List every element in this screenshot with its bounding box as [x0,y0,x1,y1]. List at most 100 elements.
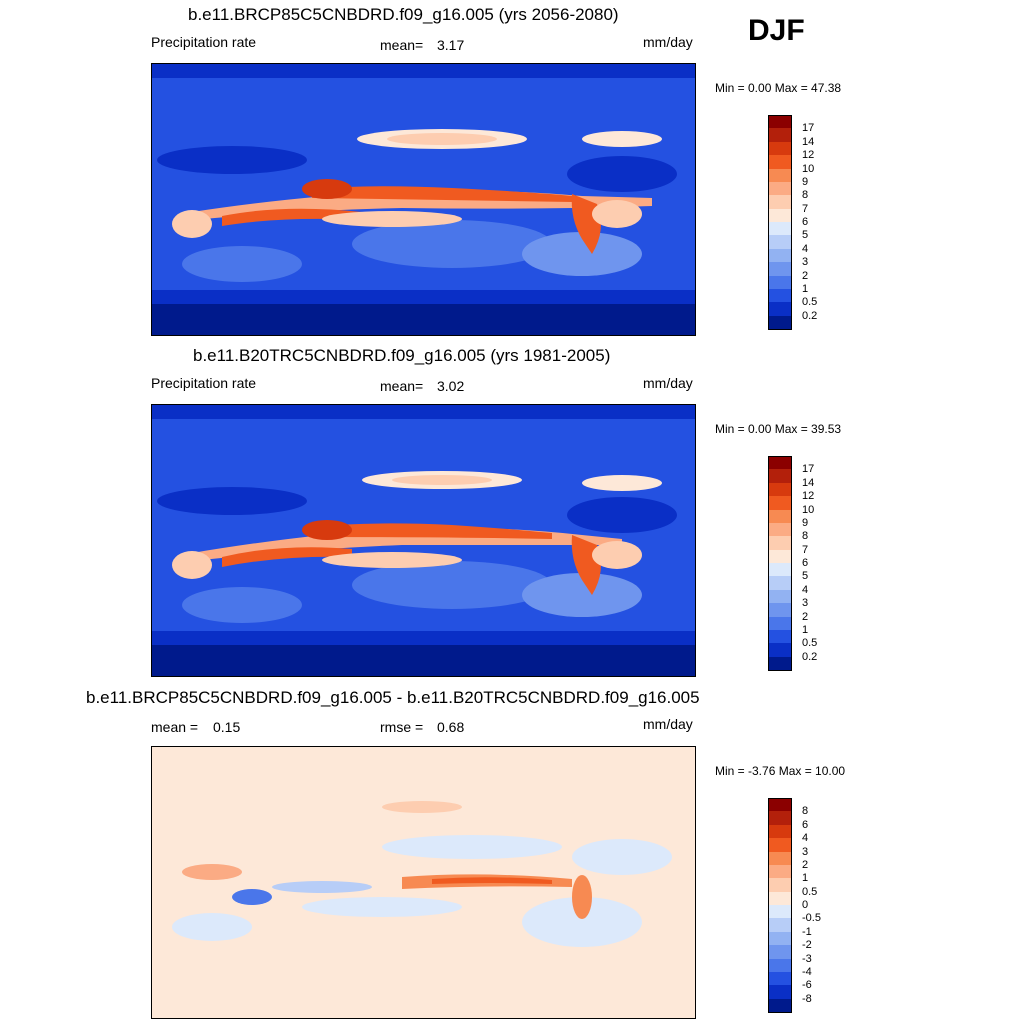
colorbar-label: 5 [802,570,809,583]
colorbar-label: 7 [802,543,809,556]
colorbar-box [768,656,792,671]
colorbar-box [768,469,792,483]
colorbar-label: -1 [802,925,812,938]
colorbar-box [768,288,792,303]
colorbar-label: 7 [802,202,809,215]
colorbar-label: 0.2 [802,309,818,322]
season-label: DJF [748,14,805,47]
colorbar-label: 2 [802,269,809,282]
colorbar-box [768,931,792,946]
colorbar-box [768,985,792,999]
colorbar-label: 12 [802,490,815,503]
panel1-minmax: Min = 0.00 Max = 47.38 [715,81,842,95]
panel3-title: b.e11.BRCP85C5CNBDRD.f09_g16.005 - b.e11… [86,688,700,707]
colorbar-label: 4 [802,583,809,596]
colorbar-label: 2 [802,858,809,871]
colorbar-box [768,891,792,905]
colorbar-box [768,275,792,289]
colorbar-label: 0.5 [802,637,818,650]
colorbar-label: 12 [802,149,815,162]
panel1-title: b.e11.BRCP85C5CNBDRD.f09_g16.005 (yrs 20… [188,5,619,24]
panel3-map-field [152,747,695,1018]
colorbar-label: 6 [802,818,809,831]
panel1-variable-label: Precipitation rate [151,34,257,50]
colorbar-label: 2 [802,610,809,623]
colorbar-label: 9 [802,516,809,529]
colorbar-box [768,576,792,590]
colorbar-label: 1 [802,282,809,295]
panel1-map [151,63,696,336]
colorbar-label: 10 [802,503,815,516]
colorbar-box [768,798,792,813]
panel2-units: mm/day [643,375,693,391]
colorbar-label: -3 [802,952,812,965]
colorbar-box [768,536,792,550]
colorbar-label: 0 [802,899,809,911]
colorbar-label: 9 [802,175,809,188]
panel1-units: mm/day [643,34,693,50]
colorbar-box [768,603,792,617]
colorbar-box [768,918,792,932]
colorbar-label: 8 [802,530,809,543]
colorbar-label: 6 [802,557,809,569]
colorbar-label: 17 [802,463,815,476]
colorbar-box [768,838,792,852]
panel3-rmse-value: 0.68 [437,719,465,735]
colorbar-box [768,522,792,537]
colorbar-label: 3 [802,845,809,858]
colorbar-box [768,302,792,316]
colorbar-box [768,222,792,236]
colorbar-box [768,482,792,497]
colorbar-box [768,643,792,657]
colorbar-box [768,195,792,209]
panel2-map [151,404,696,677]
colorbar-box [768,905,792,919]
panel1-mean-value: 3.17 [437,37,465,53]
panel3-map [151,746,696,1019]
panel1-map-field [152,64,695,335]
colorbar-label: 10 [802,162,815,175]
colorbar-box [768,998,792,1013]
colorbar-box [768,616,792,630]
panel1-mean-label: mean= [380,37,424,53]
colorbar-label: 0.5 [802,296,818,309]
colorbar-label: 0.2 [802,650,818,663]
colorbar-box [768,208,792,222]
colorbar-box [768,141,792,156]
colorbar-label: 8 [802,805,809,818]
panel2-mean-value: 3.02 [437,378,465,394]
colorbar-label: 4 [802,242,809,255]
colorbar-label: 4 [802,832,809,845]
colorbar-box [768,824,792,839]
panel2-map-field [152,405,695,676]
colorbar-label: 5 [802,229,809,242]
colorbar-box [768,629,792,644]
colorbar-box [768,958,792,972]
colorbar-label: -8 [802,992,812,1005]
colorbar-label: 6 [802,216,809,228]
colorbar-label: -2 [802,939,812,952]
colorbar-label: -4 [802,965,812,978]
colorbar-label: 8 [802,189,809,202]
panel3-rmse-label: rmse = [380,719,424,735]
colorbar-label: 1 [802,623,809,636]
colorbar-label: 14 [802,135,815,148]
colorbar-label: 14 [802,476,815,489]
panel2-variable-label: Precipitation rate [151,375,257,391]
colorbar-label: -0.5 [802,912,821,925]
colorbar-label: 17 [802,122,815,135]
colorbar-box [768,181,792,196]
colorbar-box [768,168,792,182]
panel3-mean-label: mean = [151,719,199,735]
panel3-units: mm/day [643,716,693,732]
colorbar-box [768,496,792,510]
colorbar-box [768,563,792,577]
colorbar-box [768,509,792,523]
colorbar-box [768,971,792,986]
colorbar-box [768,456,792,471]
colorbar-box [768,235,792,249]
colorbar-box [768,811,792,825]
panel2-title: b.e11.B20TRC5CNBDRD.f09_g16.005 (yrs 198… [193,346,611,365]
panel2-colorbar: 17 14 12 10 9 8 7 6 5 4 3 2 1 0.5 0.2 [768,456,828,671]
colorbar-box [768,864,792,879]
